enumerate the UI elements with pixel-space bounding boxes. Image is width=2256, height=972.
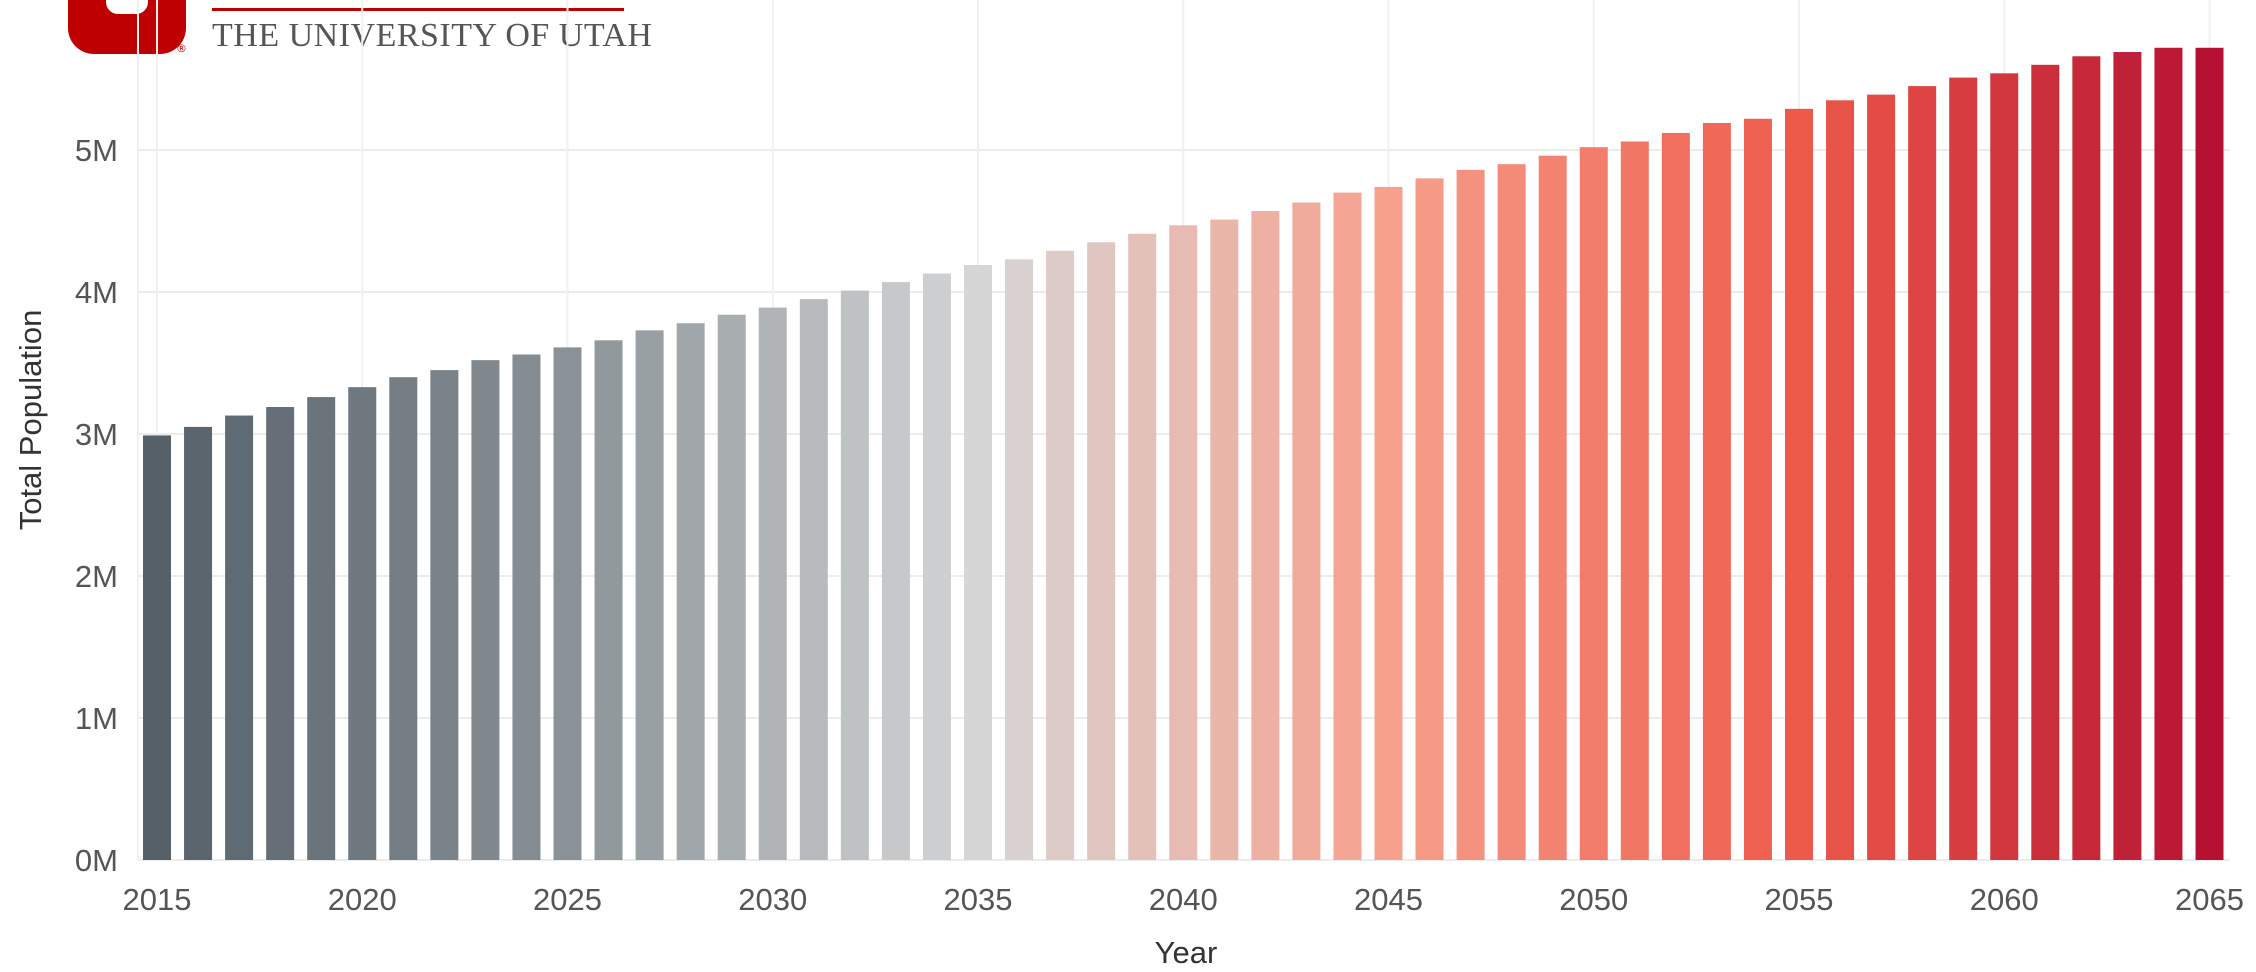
x-tick-label: 2030 [738,882,807,917]
bar-2050 [1579,147,1608,860]
bar-2040 [1169,225,1198,860]
logo-text: THE UNIVERSITY OF UTAH [212,17,653,54]
x-axis-ticks: 2015 2020 2025 2030 2035 2040 2045 2050 2055 2060… [123,882,2244,917]
bar-2054 [1743,118,1772,860]
x-tick-label: 2060 [1970,882,2039,917]
bar-2034 [922,273,951,860]
x-tick-label: 2065 [2175,882,2244,917]
bar-2043 [1292,202,1321,861]
bar-2036 [1005,259,1034,861]
x-tick-label: 2055 [1765,882,1834,917]
bar-2041 [1210,219,1239,860]
bar-2027 [635,330,664,861]
y-axis-title: Total Population [13,310,48,531]
bar-2058 [1908,86,1937,861]
bar-2033 [881,282,910,860]
x-tick-label: 2035 [944,882,1013,917]
bar-2048 [1497,164,1526,860]
bar-2056 [1826,100,1855,861]
bar-2057 [1867,94,1896,861]
bar-2046 [1415,178,1444,860]
x-tick-label: 2040 [1149,882,1218,917]
bar-2061 [2031,64,2060,861]
bar-2052 [1661,132,1690,860]
bar-2042 [1251,211,1280,860]
bar-2063 [2113,52,2142,860]
bar-2038 [1087,242,1116,861]
bar-2020 [348,387,377,860]
bar-2035 [964,265,992,860]
y-tick-label: 2M [75,559,118,594]
bar-2024 [512,354,541,860]
y-tick-label: 1M [75,701,118,736]
bar-2045 [1374,186,1403,861]
x-axis-title: Year [1155,935,1218,970]
bar-2060 [1990,73,2019,860]
bar-2065 [2195,47,2224,860]
bar-2055 [1785,108,1813,860]
bar-2019 [307,397,336,860]
bar-2031 [799,299,828,861]
bar-2016 [184,426,213,860]
y-tick-label: 0M [75,843,118,878]
bar-2029 [717,314,746,861]
bar-2015 [143,435,171,860]
bar-2047 [1456,169,1485,860]
bar-2037 [1046,250,1075,860]
y-tick-label: 5M [75,133,118,168]
y-axis-ticks: 0M 1M 2M 3M 4M 5M [75,133,118,878]
bar-2051 [1620,141,1649,861]
bar-2039 [1128,233,1157,860]
bar-2030 [758,307,787,860]
bar-2025 [553,347,582,860]
bar-2044 [1333,192,1362,861]
bar-2023 [471,360,500,860]
bar-2049 [1538,155,1567,860]
university-logo: ® THE UNIVERSITY OF UTAH [0,0,652,60]
bar-2021 [389,377,418,860]
bar-2017 [225,415,254,860]
bar-2064 [2154,47,2183,860]
x-tick-label: 2020 [328,882,397,917]
bar-2053 [1702,123,1731,860]
y-tick-label: 4M [75,275,118,310]
bar-2028 [676,323,705,860]
bar-2026 [594,340,623,860]
x-tick-label: 2050 [1559,882,1628,917]
bars [143,47,2224,861]
bar-2032 [840,290,869,861]
x-tick-label: 2045 [1354,882,1423,917]
logo-rule [212,8,624,11]
bar-2062 [2072,56,2101,860]
x-tick-label: 2015 [123,882,192,917]
y-tick-label: 3M [75,417,118,452]
bar-2059 [1949,77,1978,860]
bar-2022 [430,370,459,860]
bar-2018 [266,407,295,860]
x-tick-label: 2025 [533,882,602,917]
registered-mark: ® [176,42,187,55]
